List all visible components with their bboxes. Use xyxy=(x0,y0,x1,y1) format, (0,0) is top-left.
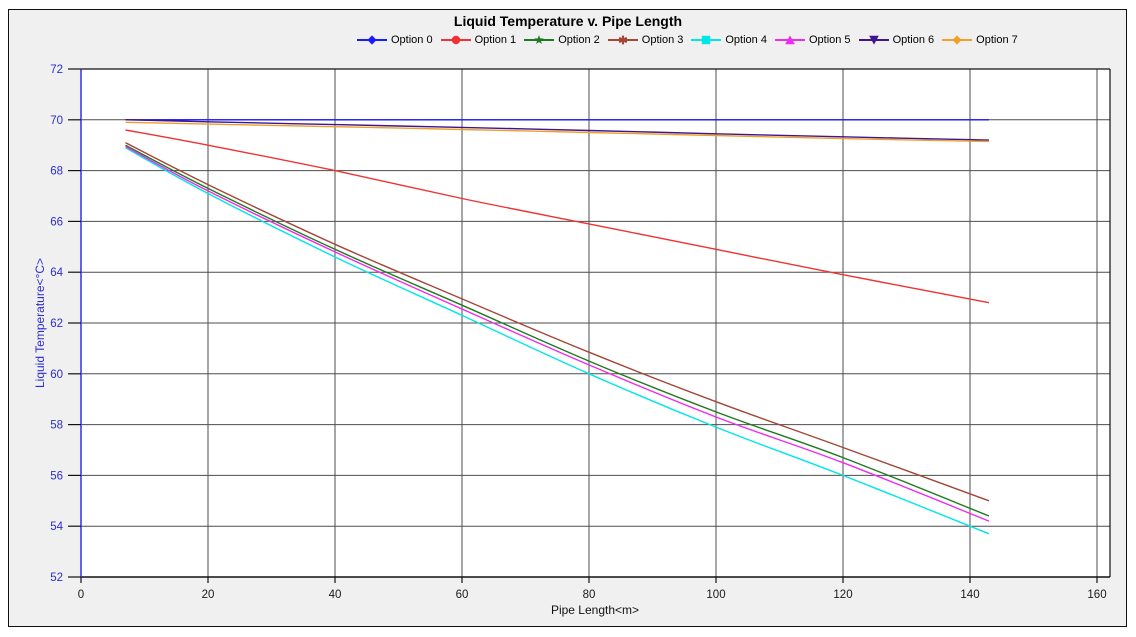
series-line-option-4 xyxy=(125,147,990,535)
y-tick-label: 62 xyxy=(50,318,63,330)
option-1-marker-icon xyxy=(440,35,471,45)
legend-item-option-6: Option 6 xyxy=(858,34,935,46)
x-tick-label: 20 xyxy=(202,589,215,601)
y-tick-label: 66 xyxy=(50,216,63,228)
option-7-marker-icon xyxy=(942,35,973,45)
option-5-marker-icon xyxy=(774,35,805,45)
y-tick-label: 70 xyxy=(50,115,63,127)
y-tick-label: 58 xyxy=(50,420,63,432)
series-line-option-5 xyxy=(125,145,990,522)
chart-legend: Option 0 Option 1 Option 2 Option 3 Option 4… xyxy=(357,34,1018,46)
legend-label: Option 6 xyxy=(892,34,935,46)
y-axis-title: Liquid Temperature<°C> xyxy=(33,258,47,388)
series-line-option-2 xyxy=(125,144,990,517)
option-4-marker-icon xyxy=(691,35,722,45)
y-tick-label: 72 xyxy=(50,64,63,76)
y-tick-label: 56 xyxy=(50,470,63,482)
x-tick-label: 100 xyxy=(706,589,725,601)
series-line-option-7 xyxy=(125,121,990,143)
x-tick-label: 140 xyxy=(960,589,979,601)
series-line-option-3 xyxy=(125,142,990,502)
option-2-marker-icon xyxy=(524,35,555,45)
series-line-option-1 xyxy=(125,129,990,304)
legend-label: Option 3 xyxy=(641,34,684,46)
legend-item-option-0: Option 0 xyxy=(357,34,433,46)
series-line-option-6 xyxy=(125,119,990,141)
legend-label: Option 4 xyxy=(725,34,767,46)
legend-label: Option 5 xyxy=(808,34,851,46)
legend-label: Option 2 xyxy=(558,34,600,46)
x-axis-title: Pipe Length<m> xyxy=(551,603,639,617)
legend-item-option-3: Option 3 xyxy=(607,34,684,46)
legend-item-option-4: Option 4 xyxy=(691,34,767,46)
y-tick-label: 60 xyxy=(50,369,63,381)
x-tick-label: 0 xyxy=(78,589,84,601)
legend-item-option-1: Option 1 xyxy=(440,34,517,46)
legend-label: Option 0 xyxy=(391,34,433,46)
legend-item-option-5: Option 5 xyxy=(774,34,851,46)
y-tick-label: 54 xyxy=(50,521,63,533)
x-tick-label: 40 xyxy=(329,589,342,601)
legend-item-option-2: Option 2 xyxy=(524,34,600,46)
y-tick-label: 52 xyxy=(50,572,63,584)
x-tick-label: 160 xyxy=(1087,589,1106,601)
x-tick-label: 80 xyxy=(583,589,596,601)
y-tick-label: 68 xyxy=(50,166,63,178)
y-tick-label: 64 xyxy=(50,267,63,279)
chart-title: Liquid Temperature v. Pipe Length xyxy=(453,13,683,29)
option-3-marker-icon xyxy=(607,35,638,45)
legend-item-option-7: Option 7 xyxy=(942,34,1018,46)
option-0-marker-icon xyxy=(357,35,387,45)
legend-label: Option 1 xyxy=(474,34,517,46)
x-tick-label: 60 xyxy=(456,589,469,601)
legend-label: Option 7 xyxy=(976,34,1018,46)
x-tick-label: 120 xyxy=(833,589,852,601)
option-6-marker-icon xyxy=(858,35,889,45)
